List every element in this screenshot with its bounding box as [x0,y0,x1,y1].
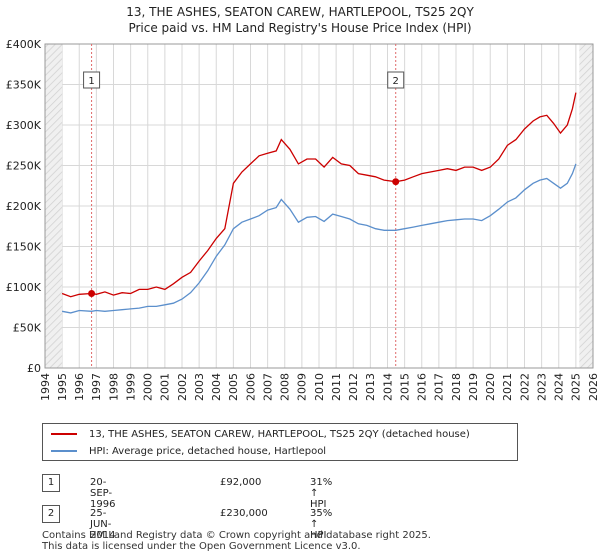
x-tick-label: 2016 [416,373,429,401]
footer-line-2: This data is licensed under the Open Gov… [42,541,361,552]
x-tick-label: 2024 [553,373,566,401]
sale-point [392,178,400,186]
transaction-badge: 1 [42,474,60,492]
x-tick-label: 2023 [535,373,548,401]
x-tick-label: 2000 [142,373,155,401]
legend-label-property: 13, THE ASHES, SEATON CAREW, HARTLEPOOL,… [89,428,470,440]
x-tick-label: 2009 [296,373,309,401]
y-tick-label: £400K [6,38,42,51]
x-tick-label: 2026 [587,373,600,401]
x-tick-label: 2015 [398,373,411,401]
y-tick-label: £0 [27,362,41,375]
x-tick-label: 1999 [124,373,137,401]
x-tick-label: 1996 [73,373,86,401]
footer: Contains HM Land Registry data © Crown c… [42,530,431,552]
chart-subtitle: Price paid vs. HM Land Registry's House … [128,21,472,35]
legend-item-property: 13, THE ASHES, SEATON CAREW, HARTLEPOOL,… [51,426,470,442]
legend-item-hpi: HPI: Average price, detached house, Hart… [51,443,326,459]
transaction-hpi-diff: 35% ↑ HPI [310,508,333,541]
sale-point [88,289,96,297]
y-tick-label: £250K [6,160,42,173]
sale-points [88,178,400,297]
x-tick-label: 2021 [501,373,514,401]
x-tick-label: 2002 [176,373,189,401]
y-tick-label: £150K [6,241,42,254]
x-tick-label: 2022 [518,373,531,401]
transaction-badge: 2 [42,505,60,523]
chart-title: 13, THE ASHES, SEATON CAREW, HARTLEPOOL,… [126,5,474,19]
x-tick-label: 2004 [210,373,223,401]
legend-label-hpi: HPI: Average price, detached house, Hart… [89,445,327,457]
transaction-price: £230,000 [220,508,268,519]
plot-frame [44,43,594,369]
footer-line-1: Contains HM Land Registry data © Crown c… [42,530,431,541]
x-tick-label: 2007 [261,373,274,401]
x-tick-label: 2019 [467,373,480,401]
sale-marker-box [387,71,405,89]
transaction-date: 25-JUN-2014 [90,508,116,541]
x-tick-label: 2013 [364,373,377,401]
x-tick-label: 2001 [159,373,172,401]
transaction-price: £92,000 [220,477,262,488]
legend: 13, THE ASHES, SEATON CAREW, HARTLEPOOL,… [42,423,518,461]
x-tick-label: 2008 [279,373,292,401]
x-tick-label: 2003 [193,373,206,401]
x-tick-label: 2011 [330,373,343,401]
y-tick-label: £100K [6,281,42,294]
pre-data-hatch-region [45,44,63,368]
x-tick-label: 2018 [450,373,463,401]
x-tick-label: 1994 [39,373,52,401]
sale-marker-box [83,71,101,89]
property-swatch [51,433,77,435]
y-tick-label: £50K [13,322,42,335]
property-series-line [61,92,577,298]
y-axis: £0 £50K £100K £150K £200K £250K £300K £350K £400… [6,38,42,375]
x-tick-label: 1997 [90,373,103,401]
transaction-date: 20-SEP-1996 [90,477,116,510]
x-tick-label: 2006 [244,373,257,401]
sale-marker-label: 1 [88,76,94,87]
x-tick-label: 1995 [56,373,69,401]
x-axis: 1994 1995 1996 1997 1998 1999 2000 2001 2002 2003… [39,373,600,401]
x-tick-label: 2020 [484,373,497,401]
transaction-hpi-diff: 31% ↑ HPI [310,477,333,510]
x-tick-label: 2025 [570,373,583,401]
x-tick-label: 2017 [433,373,446,401]
grid [44,43,594,369]
x-tick-label: 2010 [313,373,326,401]
y-tick-label: £300K [6,119,42,132]
x-tick-label: 1998 [107,373,120,401]
hpi-series-line [61,163,577,314]
y-tick-label: £350K [6,79,42,92]
x-tick-label: 2014 [381,373,394,401]
y-tick-label: £200K [6,200,42,213]
hpi-swatch [51,450,77,452]
sale-marker-label: 2 [393,76,399,87]
post-data-hatch-region [579,44,593,368]
x-tick-label: 2005 [227,373,240,401]
x-tick-label: 2012 [347,373,360,401]
